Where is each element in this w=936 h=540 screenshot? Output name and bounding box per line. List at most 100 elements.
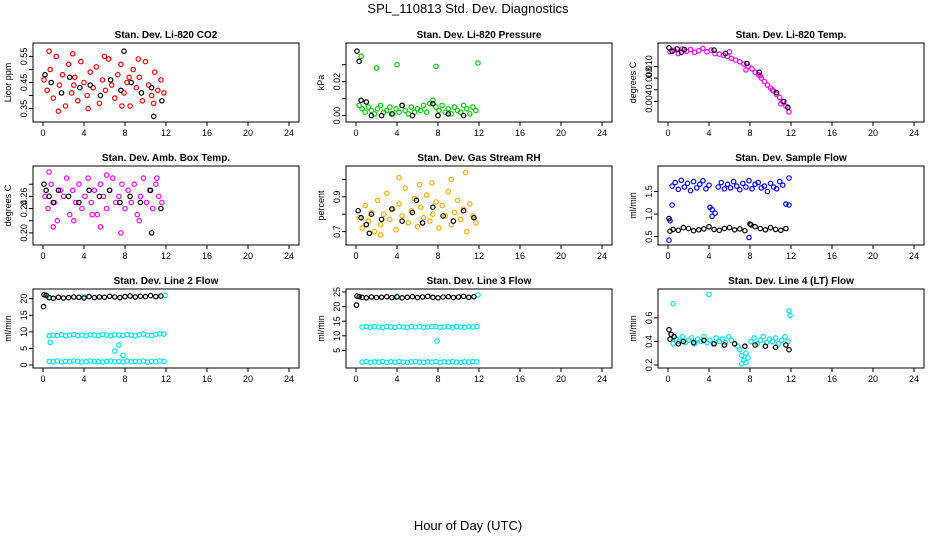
data-point xyxy=(672,179,679,186)
data-point xyxy=(112,348,118,354)
data-point xyxy=(457,109,464,116)
data-point xyxy=(58,90,65,96)
y-tick-label: 5 xyxy=(19,346,29,351)
data-point xyxy=(760,333,767,340)
data-point xyxy=(46,48,52,55)
series-magenta xyxy=(42,169,165,236)
data-point xyxy=(88,199,95,206)
data-point xyxy=(433,63,439,70)
data-point xyxy=(755,179,762,186)
data-point xyxy=(782,333,788,340)
x-tick-label: 8 xyxy=(747,128,752,138)
data-point xyxy=(430,294,436,301)
x-tick-label: 4 xyxy=(81,251,86,261)
y-axis-label: kPa xyxy=(316,75,326,91)
plot-frame xyxy=(657,288,925,369)
data-point xyxy=(122,205,128,212)
data-point xyxy=(378,294,385,301)
data-point xyxy=(697,338,704,345)
data-point xyxy=(712,210,718,217)
data-point xyxy=(116,342,122,348)
data-point xyxy=(396,201,402,207)
x-tick-label: 20 xyxy=(556,251,566,261)
data-point xyxy=(786,175,792,181)
data-point xyxy=(742,227,748,234)
y-tick-label: 0.010 xyxy=(644,55,654,78)
data-point xyxy=(97,181,104,188)
x-tick-label: 24 xyxy=(284,251,294,261)
data-point xyxy=(137,193,144,200)
data-point xyxy=(772,335,779,341)
data-point xyxy=(96,100,103,107)
data-point xyxy=(775,340,782,347)
data-point xyxy=(667,336,673,342)
x-tick-label: 16 xyxy=(827,374,837,384)
data-point xyxy=(738,352,745,359)
series-black xyxy=(666,326,792,353)
data-point xyxy=(745,355,751,361)
data-point xyxy=(402,107,409,114)
panel-title: Stan. Dev. Line 2 Flow xyxy=(114,276,219,287)
data-point xyxy=(43,187,49,194)
data-point xyxy=(701,226,707,232)
data-point xyxy=(65,294,72,301)
x-tick-label: 4 xyxy=(394,374,399,384)
data-point xyxy=(47,66,54,73)
data-point xyxy=(669,183,675,189)
data-point xyxy=(76,199,82,206)
data-point xyxy=(66,74,73,81)
y-tick-label: 0.26 xyxy=(19,188,29,206)
panel-1: Stan. Dev. Li-820 CO2 0 4 8 12 16 20 24 0.35 0.45… xyxy=(3,30,300,138)
data-point xyxy=(97,224,104,230)
data-point xyxy=(708,47,714,53)
data-point xyxy=(112,294,118,300)
data-point xyxy=(445,111,452,117)
data-point xyxy=(46,169,52,175)
data-point xyxy=(413,197,420,204)
data-point xyxy=(148,230,155,236)
panel-3: Stan. Dev. Li-820 Temp.0 4 8 12 16 20 240.0040… xyxy=(628,30,925,138)
data-point xyxy=(448,111,455,117)
x-tick-label: 8 xyxy=(747,251,752,261)
data-point xyxy=(696,181,703,188)
data-point xyxy=(57,187,64,194)
data-point xyxy=(724,181,731,188)
y-tick-label: 0.9 xyxy=(332,191,342,204)
data-point xyxy=(777,227,784,234)
data-point xyxy=(393,106,399,112)
data-point xyxy=(103,205,110,212)
data-point xyxy=(356,214,362,221)
data-point xyxy=(109,175,116,181)
x-tick-label: 0 xyxy=(665,374,670,384)
data-point xyxy=(106,293,113,300)
data-point xyxy=(154,175,160,181)
data-point xyxy=(399,213,405,219)
data-point xyxy=(721,342,728,348)
data-point xyxy=(430,100,436,107)
data-point xyxy=(76,181,82,188)
panel-8: Stan. Dev. Line 3 Flow 0 4 8 12 16 20 24 5 10 15 20… xyxy=(316,276,613,384)
y-axis-label: degrees C xyxy=(3,184,13,226)
data-point xyxy=(463,228,470,235)
data-point xyxy=(368,107,375,114)
x-tick-label: 24 xyxy=(597,374,607,384)
data-point xyxy=(71,294,77,300)
y-tick-label: 20 xyxy=(19,294,29,304)
data-point xyxy=(675,227,682,234)
series-blue xyxy=(666,175,792,244)
panel-title: Stan. Dev. Li-820 Pressure xyxy=(417,30,542,41)
data-point xyxy=(733,183,740,189)
data-point xyxy=(773,186,780,192)
data-point xyxy=(715,184,722,190)
data-point xyxy=(127,103,133,109)
data-point xyxy=(374,197,381,204)
data-point xyxy=(365,104,372,110)
data-point xyxy=(719,336,726,342)
panel-2: Stan. Dev. Li-820 Pressure 0 4 8 12 16 20 24 0.0… xyxy=(316,30,613,138)
data-point xyxy=(368,294,375,300)
series-black xyxy=(353,293,477,308)
x-tick-label: 0 xyxy=(40,374,45,384)
x-tick-label: 20 xyxy=(868,251,878,261)
data-point xyxy=(134,211,141,218)
x-tick-label: 0 xyxy=(353,374,358,384)
